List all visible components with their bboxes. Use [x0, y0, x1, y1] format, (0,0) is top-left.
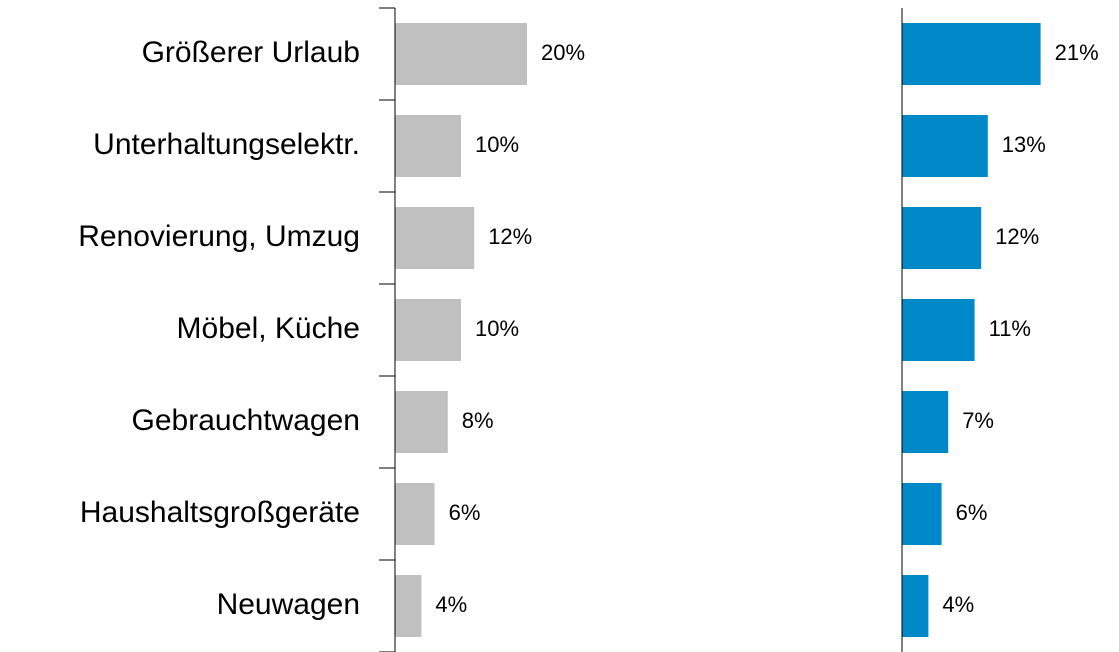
bar [395, 575, 422, 637]
category-label: Möbel, Küche [177, 312, 360, 345]
bar [902, 575, 929, 637]
category-label: Unterhaltungselektr. [93, 128, 360, 161]
category-label: Renovierung, Umzug [78, 220, 360, 253]
category-label: Neuwagen [217, 588, 360, 621]
value-label: 12% [488, 224, 532, 249]
value-label: 10% [475, 132, 519, 157]
value-label: 8% [462, 408, 494, 433]
bar [902, 23, 1041, 85]
bar [902, 483, 942, 545]
bar [395, 115, 461, 177]
value-label: 12% [995, 224, 1039, 249]
value-label: 7% [962, 408, 994, 433]
value-label: 4% [435, 592, 467, 617]
bar [395, 23, 527, 85]
bar [902, 391, 949, 453]
value-label: 21% [1055, 40, 1099, 65]
value-label: 4% [942, 592, 974, 617]
category-label: Gebrauchtwagen [132, 404, 361, 437]
bar [902, 207, 982, 269]
bar [902, 299, 975, 361]
value-label: 6% [956, 500, 988, 525]
value-label: 11% [989, 316, 1031, 341]
category-label: Haushaltsgroßgeräte [80, 496, 360, 529]
value-label: 10% [475, 316, 519, 341]
bar [395, 207, 475, 269]
category-label: Größerer Urlaub [142, 36, 360, 69]
value-label: 20% [541, 40, 585, 65]
value-label: 6% [449, 500, 481, 525]
bar [395, 483, 435, 545]
bar [395, 391, 448, 453]
bar [395, 299, 461, 361]
value-label: 13% [1002, 132, 1046, 157]
bar [902, 115, 988, 177]
